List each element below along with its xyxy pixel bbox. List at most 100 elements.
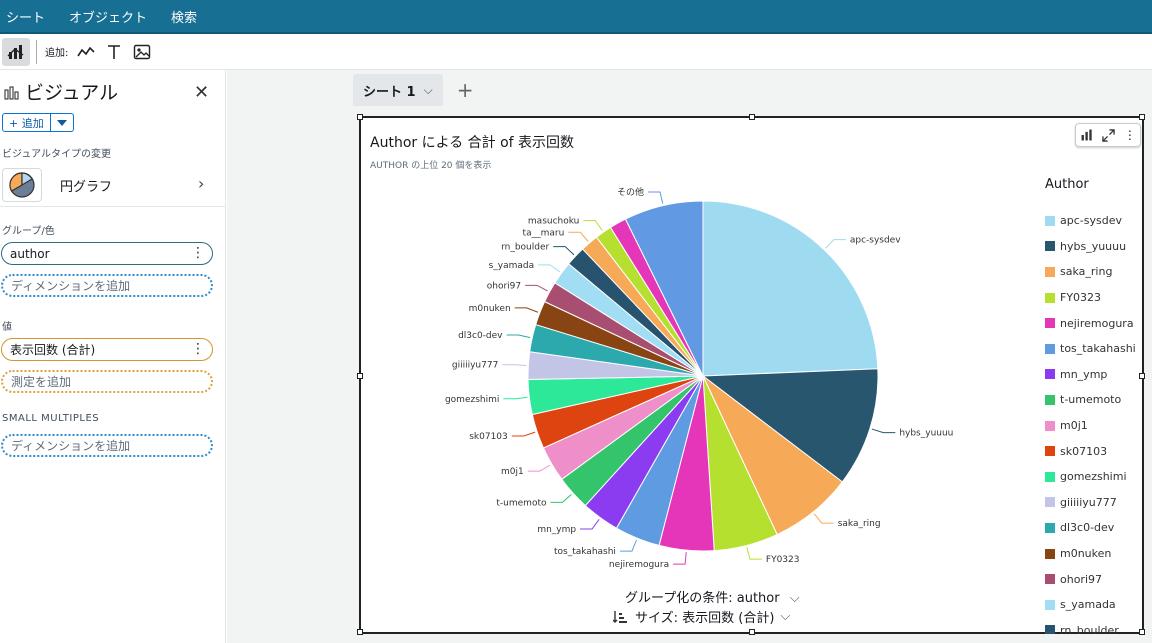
tab-sheet-1[interactable]: シート 1 ⌵	[353, 74, 443, 106]
more-options-icon[interactable]: ⋮	[191, 245, 205, 261]
resize-handle[interactable]	[357, 373, 363, 379]
visual-subtitle: AUTHOR の上位 20 個を表示	[370, 161, 492, 171]
toolbar-divider	[36, 39, 37, 64]
visual-menu-toolbar: ⋮	[1075, 123, 1141, 147]
visual-add-button[interactable]	[2, 37, 30, 66]
legend-item[interactable]: apc-sysdev	[1045, 208, 1145, 234]
legend-label: sk07103	[1060, 444, 1108, 458]
slice-label: s_yamada	[489, 261, 535, 271]
legend-item[interactable]: m0nuken	[1045, 541, 1145, 567]
legend-item[interactable]: FY0323	[1045, 285, 1145, 311]
size-by-label[interactable]: サイズ: 表示回数 (合計) ⌵	[613, 607, 790, 626]
value-field-name: 表示回数 (合計)	[10, 343, 96, 357]
pie-chart-visual[interactable]: Author による 合計 of 表示回数 AUTHOR の上位 20 個を表示…	[357, 114, 1145, 635]
legend-swatch	[1045, 420, 1055, 431]
slice-label: tos_takahashi	[554, 547, 616, 557]
chevron-down-icon[interactable]: ⌵	[423, 82, 433, 97]
resize-handle[interactable]	[1139, 114, 1145, 120]
small-multiples-drop-zone[interactable]: ディメンションを追加	[1, 434, 213, 457]
legend-swatch	[1045, 394, 1055, 405]
add-text-button[interactable]	[100, 38, 128, 66]
resize-handle[interactable]	[1139, 629, 1145, 635]
legend-label: saka_ring	[1060, 265, 1113, 279]
legend-item[interactable]: nejiremogura	[1045, 310, 1145, 336]
slice-label: m0nuken	[469, 304, 511, 314]
slice-label: その他	[617, 186, 644, 198]
group-by-label[interactable]: グループ化の条件: author ⌵	[625, 587, 800, 606]
add-field-button[interactable]: + 追加	[3, 114, 51, 131]
legend-item[interactable]: m0j1	[1045, 413, 1145, 439]
add-field-split-button: + 追加	[2, 113, 74, 132]
image-icon	[134, 44, 151, 59]
more-options-icon[interactable]: ⋮	[1123, 128, 1136, 142]
add-sheet-button[interactable]: +	[456, 78, 474, 102]
add-dimension-sm-text: ディメンションを追加	[11, 439, 131, 453]
legend-label: tos_takahashi	[1060, 342, 1136, 356]
close-icon[interactable]: ✕	[194, 82, 210, 103]
pie-slice[interactable]	[624, 200, 704, 377]
legend-swatch	[1045, 599, 1055, 610]
pie-slice[interactable]	[702, 200, 879, 377]
pie-slice[interactable]	[701, 368, 879, 483]
legend-label: m0nuken	[1060, 547, 1112, 561]
visual-chart-icon	[7, 44, 24, 59]
slice-leader-line	[746, 547, 762, 560]
resize-handle[interactable]	[1139, 373, 1145, 379]
legend-item[interactable]: s_yamada	[1045, 592, 1145, 618]
legend-item[interactable]: saka_ring	[1045, 259, 1145, 285]
tab-sheet-1-label: シート 1	[363, 84, 416, 100]
add-image-button[interactable]	[128, 38, 156, 66]
legend-item[interactable]: ohori97	[1045, 566, 1145, 592]
visual-type-selector[interactable]: 円グラフ ›	[0, 162, 226, 208]
resize-handle[interactable]	[749, 114, 755, 120]
legend-item[interactable]: rn_boulder	[1045, 618, 1145, 634]
more-options-icon[interactable]: ⋮	[191, 341, 205, 357]
group-field-pill[interactable]: author ⋮	[1, 242, 213, 265]
legend-item[interactable]: gomezshimi	[1045, 464, 1145, 490]
panel-title-text: ビジュアル	[25, 82, 119, 104]
legend-label: m0j1	[1060, 419, 1088, 433]
expand-icon[interactable]	[1102, 128, 1116, 142]
pie-chart-icon	[9, 172, 35, 198]
legend-item[interactable]: hybs_yuuuu	[1045, 234, 1145, 260]
group-field-name: author	[10, 246, 50, 261]
slice-leader-line	[525, 284, 548, 292]
slice-label: m0j1	[501, 467, 524, 477]
menu-search[interactable]: 検索	[171, 10, 198, 26]
slice-label: FY0323	[766, 555, 800, 565]
resize-handle[interactable]	[749, 629, 755, 635]
pie-chart-thumbnail	[2, 168, 42, 202]
toolbar: 追加:	[0, 34, 1152, 70]
group-color-label: グループ/色	[2, 226, 55, 237]
add-dimension-drop-zone[interactable]: ディメンションを追加	[1, 274, 213, 297]
legend-item[interactable]: tos_takahashi	[1045, 336, 1145, 362]
slice-leader-line	[619, 539, 637, 552]
add-measure-drop-zone[interactable]: 測定を追加	[1, 370, 213, 393]
legend-label: giiiiiyu777	[1060, 495, 1117, 509]
legend-item[interactable]: t-umemoto	[1045, 387, 1145, 413]
legend-swatch	[1045, 522, 1055, 533]
value-field-pill[interactable]: 表示回数 (合計) ⋮	[1, 338, 213, 361]
legend-swatch	[1045, 369, 1055, 380]
slice-leader-line	[673, 552, 687, 565]
legend-label: mn_ymp	[1060, 367, 1108, 381]
slice-leader-line	[538, 264, 561, 273]
legend-item[interactable]: mn_ymp	[1045, 362, 1145, 388]
add-insight-button[interactable]	[72, 38, 100, 66]
legend-item[interactable]: giiiiiyu777	[1045, 490, 1145, 516]
menu-object[interactable]: オブジェクト	[69, 10, 148, 26]
add-dimension-text: ディメンションを追加	[11, 279, 131, 293]
legend-item[interactable]: sk07103	[1045, 438, 1145, 464]
panel-title: ビジュアル	[4, 78, 118, 105]
resize-handle[interactable]	[357, 114, 363, 120]
slice-leader-line	[503, 396, 528, 400]
bar-chart-icon	[4, 86, 19, 99]
legend-item[interactable]: dl3c0-dev	[1045, 515, 1145, 541]
legend-label: nejiremogura	[1060, 316, 1134, 330]
slice-leader-line	[511, 431, 536, 437]
resize-handle[interactable]	[357, 629, 363, 635]
visual-chart-icon[interactable]	[1080, 128, 1094, 142]
legend-label: FY0323	[1060, 291, 1102, 305]
add-dropdown-button[interactable]	[51, 114, 73, 131]
menu-sheet[interactable]: シート	[6, 10, 46, 26]
